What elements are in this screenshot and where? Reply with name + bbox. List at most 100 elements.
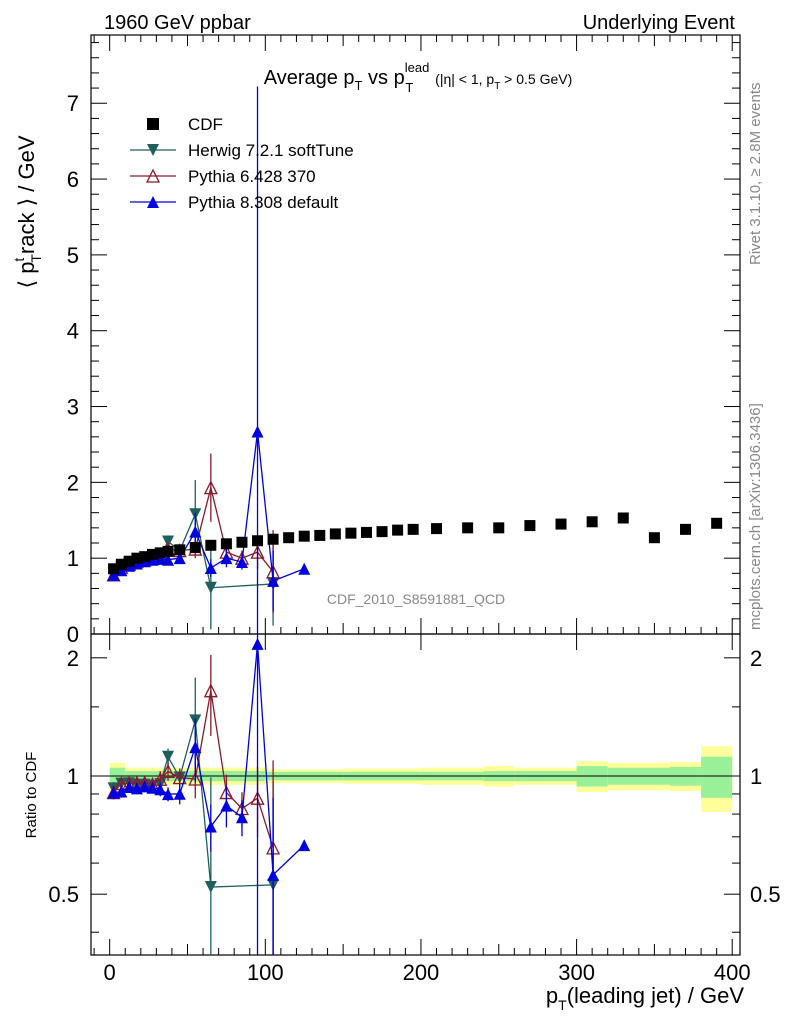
cdf-point bbox=[131, 552, 143, 564]
title-main: Average p bbox=[264, 67, 355, 89]
x-axis-labels: 0 100 200 300 400 bbox=[104, 960, 751, 985]
ratio-tick-label-right: 1 bbox=[750, 764, 762, 789]
cdf-point bbox=[283, 532, 295, 544]
cdf-point bbox=[524, 520, 536, 532]
ratio-series-pythia-8-308-default bbox=[107, 634, 311, 955]
series-point bbox=[235, 555, 248, 568]
cdf-point bbox=[139, 551, 151, 563]
series-point bbox=[189, 525, 202, 538]
series-point bbox=[220, 552, 233, 565]
cdf-point bbox=[298, 530, 310, 542]
ratio-y-label: Ratio to CDF bbox=[23, 752, 40, 839]
cdf-point bbox=[236, 536, 248, 548]
cdf-point bbox=[711, 517, 723, 529]
cdf-point bbox=[617, 512, 629, 524]
legend-label: Pythia 8.308 default bbox=[188, 193, 339, 212]
ratio-series-point bbox=[220, 799, 233, 812]
ratio-series-point bbox=[173, 787, 186, 800]
cdf-point bbox=[360, 526, 372, 538]
series-point bbox=[203, 480, 218, 495]
ratio-series-point bbox=[162, 788, 175, 801]
legend-label: Herwig 7.2.1 softTune bbox=[188, 141, 354, 160]
cdf-point bbox=[462, 522, 474, 534]
title-sup: lead bbox=[405, 60, 430, 75]
ratio-series-point bbox=[189, 741, 202, 754]
ratio-series-point bbox=[123, 781, 136, 794]
title-cut-sub: T bbox=[494, 81, 500, 92]
cdf-point bbox=[123, 555, 135, 567]
watermark: CDF_2010_S8591881_QCD bbox=[327, 591, 505, 607]
xlabel-rest: (leading jet) / GeV bbox=[567, 983, 745, 1008]
main-ticks: 0 1 2 3 4 5 6 7 bbox=[67, 35, 740, 647]
y-tick-label: 6 bbox=[67, 167, 79, 192]
cdf-point bbox=[146, 548, 158, 560]
ylabel-rest: rack ⟩ / GeV bbox=[14, 135, 39, 254]
title-cut1: (|η| < 1, p bbox=[431, 71, 494, 87]
ratio-tick-label-right: 2 bbox=[750, 646, 762, 671]
cdf-point bbox=[376, 526, 388, 538]
cdf-point bbox=[648, 532, 660, 544]
legend-marker bbox=[147, 196, 159, 208]
ratio-series-point bbox=[251, 637, 264, 650]
y-tick-label: 5 bbox=[67, 243, 79, 268]
ratio-series-line bbox=[113, 643, 305, 877]
series-point bbox=[204, 562, 217, 575]
legend-marker bbox=[147, 144, 159, 156]
cdf-point bbox=[586, 516, 598, 528]
y-tick-label: 4 bbox=[67, 319, 79, 344]
cdf-point bbox=[329, 528, 341, 540]
series-point bbox=[251, 425, 264, 438]
ratio-series-point bbox=[298, 839, 311, 852]
ratio-panel: 0.5 0.5 1 1 2 2 Ratio to CDF bbox=[23, 633, 781, 956]
header-right: Underlying Event bbox=[583, 12, 736, 34]
series-point bbox=[204, 581, 217, 594]
ratio-series bbox=[106, 634, 311, 955]
series-point bbox=[173, 552, 186, 565]
x-axis-label: pT(leading jet) / GeV bbox=[546, 983, 744, 1013]
ratio-series-point bbox=[154, 783, 167, 796]
ylabel-open: ⟨ p bbox=[14, 262, 39, 289]
ratio-series-point bbox=[138, 780, 151, 793]
series-point bbox=[107, 568, 120, 581]
x-tick-label: 200 bbox=[403, 960, 440, 985]
cdf-point bbox=[162, 545, 174, 557]
ratio-series-point bbox=[115, 785, 128, 798]
cdf-point bbox=[267, 533, 279, 545]
x-tick-label: 0 bbox=[104, 960, 116, 985]
cdf-point bbox=[174, 544, 186, 556]
ratio-series-pythia-6-428-370 bbox=[106, 654, 281, 955]
series-point bbox=[298, 562, 311, 575]
ratio-tick-label: 1 bbox=[67, 764, 79, 789]
legend-marker bbox=[145, 168, 161, 183]
cdf-point bbox=[220, 538, 232, 550]
series-point bbox=[162, 553, 175, 566]
ratio-tick-label-right: 0.5 bbox=[750, 882, 781, 907]
main-data-points bbox=[108, 512, 723, 575]
ratio-series-herwig-7-2-1-softtune bbox=[107, 677, 280, 955]
rivet-label: Rivet 3.1.10, ≥ 2.8M events bbox=[747, 83, 764, 266]
y-tick-label: 7 bbox=[67, 91, 79, 116]
mcplots-label: mcplots.cern.ch [arXiv:1306.3436] bbox=[747, 403, 764, 630]
ylabel-sub: T bbox=[28, 254, 44, 263]
x-tick-label: 400 bbox=[714, 960, 751, 985]
cdf-point bbox=[252, 535, 264, 547]
header-left: 1960 GeV ppbar bbox=[104, 12, 251, 34]
ratio-series-point bbox=[146, 781, 159, 794]
cdf-point bbox=[154, 547, 166, 559]
x-tick-label: 100 bbox=[247, 960, 284, 985]
ylabel-sup: t bbox=[11, 258, 27, 262]
title-sub2: T bbox=[405, 80, 413, 95]
ratio-series-point bbox=[188, 771, 203, 786]
ratio-series-point bbox=[162, 750, 175, 763]
cdf-point bbox=[115, 558, 127, 570]
title-cut2: > 0.5 GeV) bbox=[500, 71, 572, 87]
cdf-point bbox=[314, 529, 326, 541]
ratio-series-point bbox=[235, 811, 248, 824]
xlabel-main: p bbox=[546, 983, 558, 1008]
x-tick-label: 300 bbox=[558, 960, 595, 985]
cdf-point bbox=[555, 518, 567, 530]
ratio-tick-label: 0.5 bbox=[48, 882, 79, 907]
legend-label: Pythia 6.428 370 bbox=[188, 167, 316, 186]
xlabel-sub: T bbox=[558, 997, 567, 1013]
